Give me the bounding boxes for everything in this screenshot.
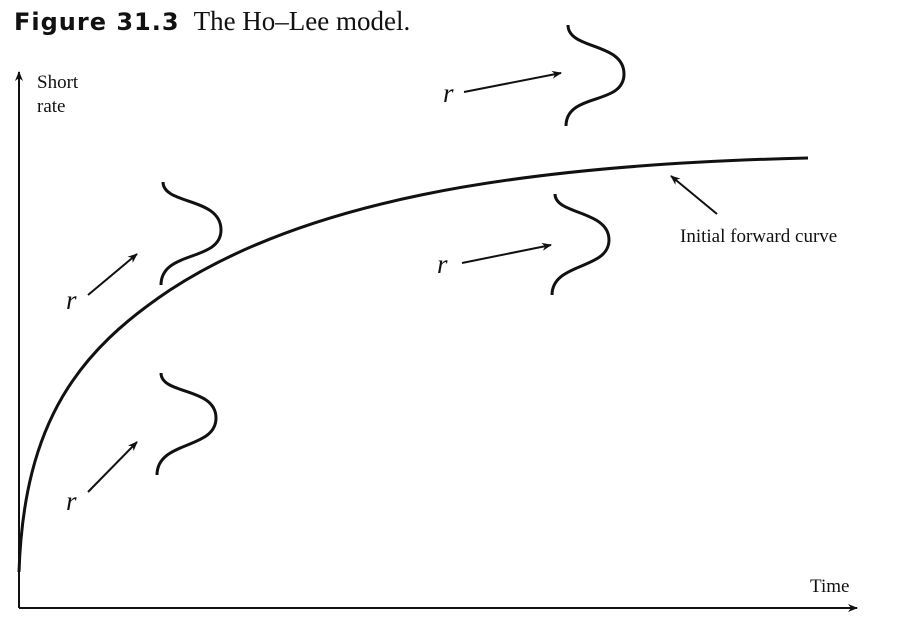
rate-distribution-4 <box>155 372 218 476</box>
initial-forward-curve <box>17 156 809 573</box>
rate-symbol-1: r <box>443 78 454 108</box>
rate-arrow-2 <box>461 242 552 264</box>
figure-caption: Figure 31.3 The Ho–Lee model. <box>14 6 410 37</box>
curve-label-arrow <box>670 175 718 215</box>
y-axis-label-line1: Short <box>37 72 79 93</box>
rate-symbol-4: r <box>66 486 77 516</box>
rate-distribution-2 <box>550 193 611 296</box>
x-axis-label: Time <box>810 576 849 597</box>
figure-title: The Ho–Lee model. <box>193 6 411 36</box>
rate-distribution-3 <box>159 181 223 286</box>
y-axis-label-line2: rate <box>37 96 65 117</box>
curve-label: Initial forward curve <box>680 226 837 247</box>
rate-symbol-3: r <box>66 285 77 315</box>
rate-arrow-4 <box>87 441 138 493</box>
figure-number: Figure 31.3 <box>14 8 180 36</box>
rate-arrow-1 <box>463 70 562 93</box>
rate-symbol-2: r <box>437 249 448 279</box>
rate-arrow-3 <box>87 253 138 296</box>
rate-distribution-1 <box>564 24 626 127</box>
